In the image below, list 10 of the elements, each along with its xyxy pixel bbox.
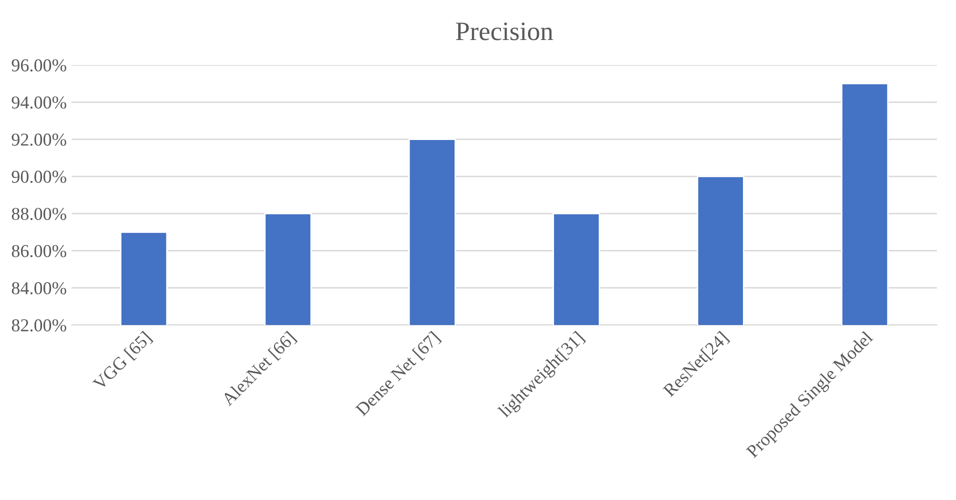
- y-tick-label: 94.00%: [12, 96, 66, 109]
- y-tick-label: 86.00%: [12, 244, 66, 258]
- y-tick-label: 90.00%: [12, 170, 66, 183]
- y-tick-label: 92.00%: [12, 134, 66, 146]
- y-tick-label: 82.00%: [12, 319, 66, 332]
- chart-title: Precision: [456, 22, 553, 40]
- x-tick-label: VGG [65]: [92, 330, 154, 392]
- y-tick-label: 88.00%: [12, 208, 66, 220]
- y-tick-label: 96.00%: [12, 59, 66, 72]
- y-tick-label: 84.00%: [12, 282, 66, 294]
